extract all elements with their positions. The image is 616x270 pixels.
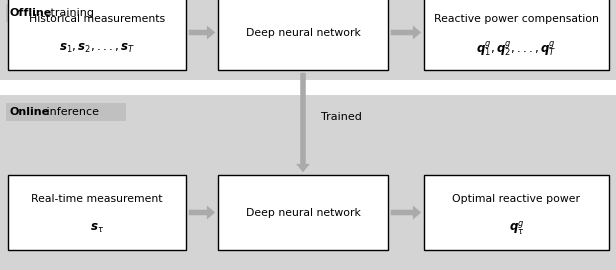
Text: Optimal reactive power: Optimal reactive power xyxy=(453,194,580,204)
Text: Online: Online xyxy=(10,107,50,117)
Text: Offline: Offline xyxy=(10,8,52,18)
Text: Trained: Trained xyxy=(321,113,362,123)
Bar xyxy=(218,0,388,70)
Bar xyxy=(8,175,186,250)
Text: training: training xyxy=(47,8,94,18)
Text: inference: inference xyxy=(43,107,99,117)
Bar xyxy=(8,0,186,70)
Text: $\boldsymbol{s}_1, \boldsymbol{s}_2,...,\boldsymbol{s}_T$: $\boldsymbol{s}_1, \boldsymbol{s}_2,...,… xyxy=(59,42,135,55)
Bar xyxy=(424,0,609,70)
Text: Deep neural network: Deep neural network xyxy=(246,28,360,38)
Text: Deep neural network: Deep neural network xyxy=(246,208,360,218)
Bar xyxy=(218,175,388,250)
Text: $\boldsymbol{s}_{\tau}$: $\boldsymbol{s}_{\tau}$ xyxy=(90,222,104,235)
Bar xyxy=(6,103,126,121)
Text: Real-time measurement: Real-time measurement xyxy=(31,194,163,204)
Bar xyxy=(424,175,609,250)
Text: $\boldsymbol{q}_{\tau}^g$: $\boldsymbol{q}_{\tau}^g$ xyxy=(509,220,524,237)
Text: $\boldsymbol{q}_1^g, \boldsymbol{q}_2^g,...,\boldsymbol{q}_T^g$: $\boldsymbol{q}_1^g, \boldsymbol{q}_2^g,… xyxy=(476,39,557,58)
Text: Reactive power compensation: Reactive power compensation xyxy=(434,14,599,23)
Bar xyxy=(0,95,616,270)
Bar xyxy=(0,0,616,80)
Bar xyxy=(6,4,134,22)
Text: Historical measurements: Historical measurements xyxy=(29,14,165,23)
